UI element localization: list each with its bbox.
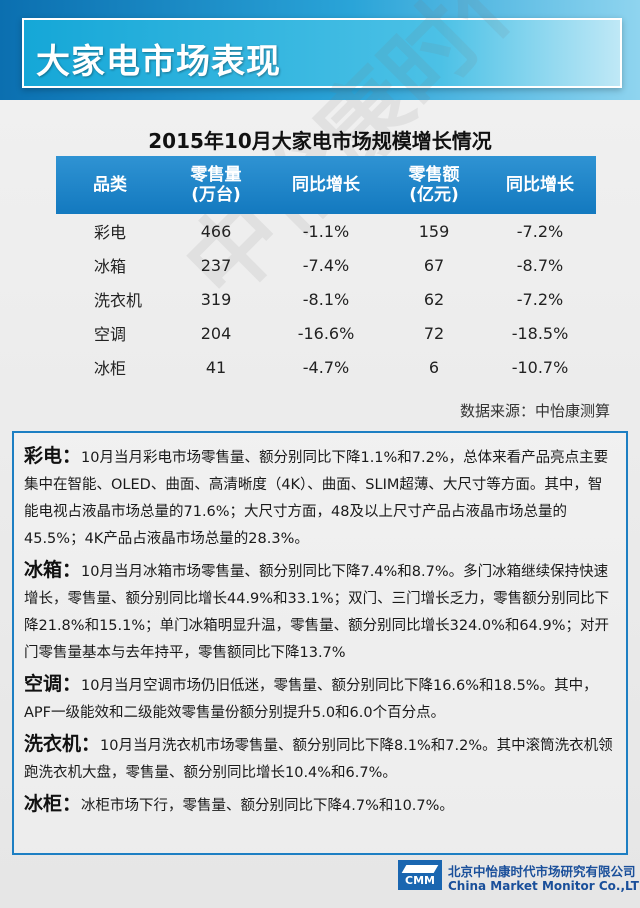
amount-growth-cell: -7.2% xyxy=(516,289,564,309)
paragraph-tv: 彩电：10月当月彩电市场零售量、额分别同比下降1.1%和7.2%，总体来看产品亮… xyxy=(24,443,614,553)
paragraph-text: 冰柜市场下行，零售量、额分别同比下降4.7%和10.7%。 xyxy=(81,798,454,814)
category-cell: 冰箱 xyxy=(94,257,127,276)
paragraph-text: 10月当月彩电市场零售量、额分别同比下降1.1%和7.2%，总体来看产品亮点主要… xyxy=(24,450,609,547)
table-header-row: 品类 零售量 (万台) 同比增长 零售额 (亿元) 同比增长 xyxy=(56,156,596,214)
category-cell: 彩电 xyxy=(94,223,127,242)
volume-cell: 204 xyxy=(200,323,232,343)
paragraph-fridge: 冰箱：10月当月冰箱市场零售量、额分别同比下降7.4%和8.7%。多门冰箱继续保… xyxy=(24,557,614,667)
category-cell: 空调 xyxy=(94,325,127,344)
company-name-en: China Market Monitor Co.,LTD xyxy=(448,879,640,893)
company-name-cn: 北京中怡康时代市场研究有限公司 xyxy=(448,864,636,879)
analysis-box: 彩电：10月当月彩电市场零售量、额分别同比下降1.1%和7.2%，总体来看产品亮… xyxy=(12,431,628,855)
category-cell: 洗衣机 xyxy=(94,291,143,310)
amount-cell: 72 xyxy=(423,323,445,343)
paragraph-lead: 冰箱： xyxy=(24,559,82,581)
paragraph-freezer: 冰柜：冰柜市场下行，零售量、额分别同比下降4.7%和10.7%。 xyxy=(24,791,614,820)
title-panel: 大家电市场表现 xyxy=(22,18,622,88)
amount-cell: 67 xyxy=(423,255,445,275)
volume-cell: 237 xyxy=(200,255,232,275)
volume-growth-cell: -4.7% xyxy=(302,357,350,377)
table-row: 洗衣机 319 -8.1% 62 -7.2% xyxy=(56,282,596,316)
header-volume-growth: 同比增长 xyxy=(268,156,384,214)
volume-cell: 466 xyxy=(200,221,232,241)
paragraph-text: 10月当月洗衣机市场零售量、额分别同比下降8.1%和7.2%。其中滚筒洗衣机领跑… xyxy=(24,738,613,781)
table-row: 空调 204 -16.6% 72 -18.5% xyxy=(56,316,596,350)
amount-growth-cell: -8.7% xyxy=(516,255,564,275)
paragraph-lead: 冰柜： xyxy=(24,793,82,815)
amount-growth-cell: -18.5% xyxy=(511,323,569,343)
paragraph-text: 10月当月冰箱市场零售量、额分别同比下降7.4%和8.7%。多门冰箱继续保持快速… xyxy=(24,564,610,661)
volume-growth-cell: -7.4% xyxy=(302,255,350,275)
paragraph-ac: 空调：10月当月空调市场仍旧低迷，零售量、额分别同比下降16.6%和18.5%。… xyxy=(24,671,614,727)
amount-growth-cell: -10.7% xyxy=(511,357,569,377)
market-table: 品类 零售量 (万台) 同比增长 零售额 (亿元) 同比增长 彩电 466 -1… xyxy=(56,156,596,384)
volume-growth-cell: -16.6% xyxy=(297,323,355,343)
header-banner: 大家电市场表现 xyxy=(0,0,640,100)
amount-cell: 62 xyxy=(423,289,445,309)
table-row: 冰箱 237 -7.4% 67 -8.7% xyxy=(56,248,596,282)
table-row: 彩电 466 -1.1% 159 -7.2% xyxy=(56,214,596,248)
page-title: 大家电市场表现 xyxy=(36,42,281,82)
volume-growth-cell: -1.1% xyxy=(302,221,350,241)
amount-cell: 159 xyxy=(418,221,450,241)
volume-cell: 41 xyxy=(205,357,227,377)
amount-cell: 6 xyxy=(428,357,440,377)
volume-growth-cell: -8.1% xyxy=(302,289,350,309)
paragraph-text: 10月当月空调市场仍旧低迷，零售量、额分别同比下降16.6%和18.5%。其中，… xyxy=(24,678,598,721)
table-title: 2015年10月大家电市场规模增长情况 xyxy=(148,129,492,153)
table-row: 冰柜 41 -4.7% 6 -10.7% xyxy=(56,350,596,384)
paragraph-lead: 空调： xyxy=(24,673,82,695)
paragraph-washer: 洗衣机：10月当月洗衣机市场零售量、额分别同比下降8.1%和7.2%。其中滚筒洗… xyxy=(24,731,614,787)
header-amount: 零售额 (亿元) xyxy=(384,156,484,214)
cmm-logo: CMM xyxy=(398,860,442,890)
data-source: 数据来源：中怡康测算 xyxy=(459,402,610,420)
header-amount-growth: 同比增长 xyxy=(484,156,596,214)
paragraph-lead: 洗衣机： xyxy=(24,733,101,755)
category-cell: 冰柜 xyxy=(94,359,127,378)
paragraph-lead: 彩电： xyxy=(24,445,82,467)
volume-cell: 319 xyxy=(200,289,232,309)
header-category: 品类 xyxy=(56,156,164,214)
amount-growth-cell: -7.2% xyxy=(516,221,564,241)
header-volume: 零售量 (万台) xyxy=(164,156,268,214)
